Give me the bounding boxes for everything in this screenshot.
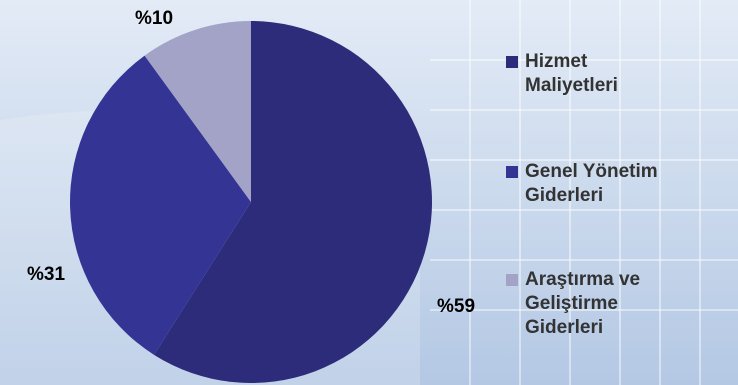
pie-slice bbox=[144, 21, 251, 202]
legend-label: Araştırma ve bbox=[525, 269, 641, 290]
legend-swatch bbox=[506, 56, 518, 68]
legend-label: Genel Yönetim bbox=[525, 161, 658, 182]
legend-label: Maliyetleri bbox=[525, 75, 618, 96]
legend-swatch bbox=[506, 274, 518, 286]
legend-label: Giderleri bbox=[525, 185, 604, 206]
slice-data-label: %10 bbox=[135, 8, 173, 29]
pie-slice bbox=[69, 55, 252, 355]
legend-label: Geliştirme bbox=[525, 293, 618, 314]
legend-label: Giderleri bbox=[525, 317, 604, 338]
slice-data-label: %31 bbox=[27, 264, 65, 285]
legend-label: Hizmet bbox=[525, 51, 588, 72]
slice-data-label: %59 bbox=[437, 296, 475, 317]
legend-swatch bbox=[506, 166, 518, 178]
pie-slice bbox=[154, 21, 432, 383]
